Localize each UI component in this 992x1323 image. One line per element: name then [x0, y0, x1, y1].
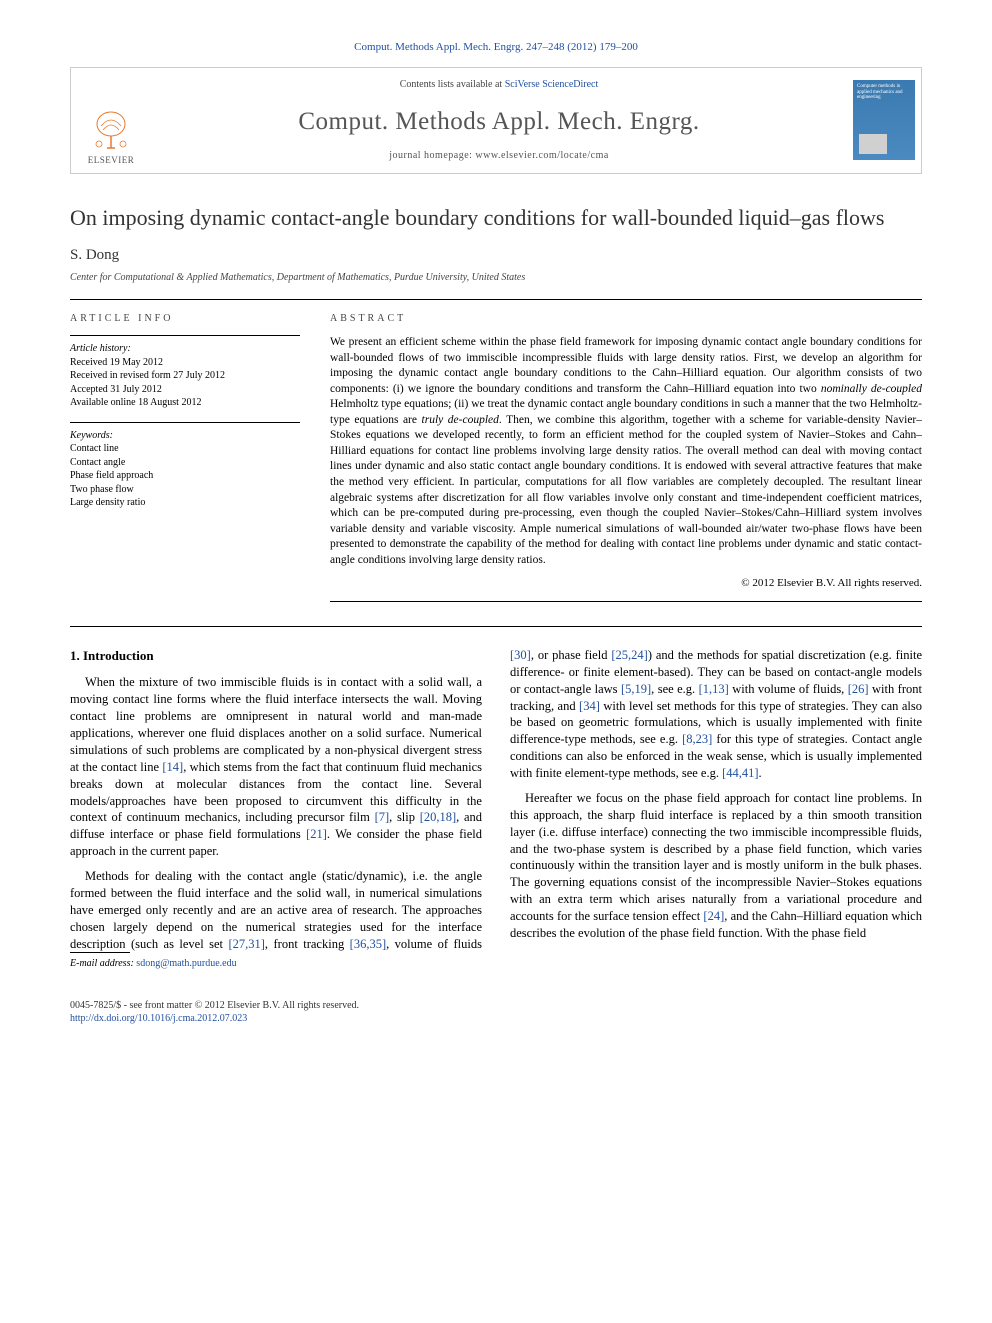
cover-cell: Computer methods in applied mechanics an… [847, 68, 921, 173]
text-run: , front tracking [265, 937, 350, 951]
contents-link[interactable]: SciVerse ScienceDirect [505, 79, 599, 90]
abstract-column: ABSTRACT We present an efficient scheme … [330, 312, 922, 602]
email-label: E-mail address: [70, 958, 134, 969]
keyword: Contact line [70, 442, 300, 456]
history-label: Article history: [70, 342, 300, 356]
issn-line: 0045-7825/$ - see front matter © 2012 El… [70, 999, 922, 1013]
publisher-logo-cell: ELSEVIER [71, 68, 151, 173]
contents-line: Contents lists available at SciVerse Sci… [159, 78, 839, 92]
history-line: Received 19 May 2012 [70, 356, 300, 370]
header-center: Contents lists available at SciVerse Sci… [151, 68, 847, 173]
article-history-block: Article history: Received 19 May 2012 Re… [70, 342, 300, 410]
abs-em: nominally de-coupled [821, 383, 922, 395]
abs-part: . Then, we combine this algorithm, toget… [330, 414, 922, 566]
article-info-column: ARTICLE INFO Article history: Received 1… [70, 312, 300, 602]
email-link[interactable]: sdong@math.purdue.edu [136, 958, 236, 969]
body-text-columns: 1. Introduction When the mixture of two … [70, 647, 922, 953]
citation-link[interactable]: [21] [306, 827, 327, 841]
homepage-url[interactable]: www.elsevier.com/locate/cma [475, 150, 608, 161]
citation-link[interactable]: [1,13] [699, 682, 729, 696]
abstract-text: We present an efficient scheme within th… [330, 335, 922, 568]
journal-cover-thumbnail: Computer methods in applied mechanics an… [853, 80, 915, 160]
body-paragraph: When the mixture of two immiscible fluid… [70, 674, 482, 860]
keywords-block: Keywords: Contact line Contact angle Pha… [70, 429, 300, 510]
text-run: , volume of fluids [386, 937, 482, 951]
corresponding-email: E-mail address: sdong@math.purdue.edu [70, 952, 462, 971]
contents-prefix: Contents lists available at [400, 79, 505, 90]
citation-link[interactable]: [24] [703, 909, 724, 923]
citation-link[interactable]: [7] [375, 810, 390, 824]
doi-link[interactable]: http://dx.doi.org/10.1016/j.cma.2012.07.… [70, 1013, 247, 1024]
keyword: Large density ratio [70, 496, 300, 510]
history-line: Received in revised form 27 July 2012 [70, 369, 300, 383]
keyword: Two phase flow [70, 483, 300, 497]
cover-title: Computer methods in applied mechanics an… [857, 84, 911, 101]
citation-link[interactable]: [34] [579, 699, 600, 713]
history-line: Available online 18 August 2012 [70, 396, 300, 410]
text-run: , slip [389, 810, 420, 824]
abs-em: truly de-coupled [422, 414, 499, 426]
text-run: with volume of fluids, [729, 682, 848, 696]
citation-link[interactable]: [5,19] [621, 682, 651, 696]
text-run: . [759, 766, 762, 780]
article-info-heading: ARTICLE INFO [70, 312, 300, 326]
keyword: Contact angle [70, 456, 300, 470]
journal-header-box: ELSEVIER Contents lists available at Sci… [70, 67, 922, 174]
text-run: , or phase field [531, 648, 612, 662]
section-heading-intro: 1. Introduction [70, 647, 482, 665]
citation-line: Comput. Methods Appl. Mech. Engrg. 247–2… [70, 40, 922, 55]
history-line: Accepted 31 July 2012 [70, 383, 300, 397]
keywords-label: Keywords: [70, 429, 300, 443]
citation-link[interactable]: [8,23] [682, 732, 712, 746]
info-abstract-row: ARTICLE INFO Article history: Received 1… [70, 299, 922, 602]
citation-link[interactable]: [25,24] [611, 648, 647, 662]
citation-link[interactable]: [36,35] [350, 937, 386, 951]
page-footer: 0045-7825/$ - see front matter © 2012 El… [70, 995, 922, 1026]
homepage-line: journal homepage: www.elsevier.com/locat… [159, 149, 839, 163]
abstract-heading: ABSTRACT [330, 312, 922, 326]
citation-link[interactable]: [26] [848, 682, 869, 696]
citation-link[interactable]: [27,31] [228, 937, 264, 951]
article-title: On imposing dynamic contact-angle bounda… [70, 204, 922, 232]
elsevier-tree-icon [89, 108, 133, 152]
abstract-copyright: © 2012 Elsevier B.V. All rights reserved… [330, 576, 922, 591]
keyword: Phase field approach [70, 469, 300, 483]
citation-link[interactable]: [14] [162, 760, 183, 774]
author-name: S. Dong [70, 245, 922, 265]
citation-link[interactable]: [20,18] [420, 810, 456, 824]
text-run: Hereafter we focus on the phase field ap… [510, 791, 922, 923]
journal-name: Comput. Methods Appl. Mech. Engrg. [159, 105, 839, 139]
citation-link[interactable]: [30] [510, 648, 531, 662]
citation-link[interactable]: [44,41] [722, 766, 758, 780]
body-paragraph: Hereafter we focus on the phase field ap… [510, 790, 922, 942]
text-run: , see e.g. [651, 682, 698, 696]
homepage-prefix: journal homepage: [389, 150, 475, 161]
author-affiliation: Center for Computational & Applied Mathe… [70, 271, 922, 285]
publisher-name: ELSEVIER [88, 154, 135, 166]
